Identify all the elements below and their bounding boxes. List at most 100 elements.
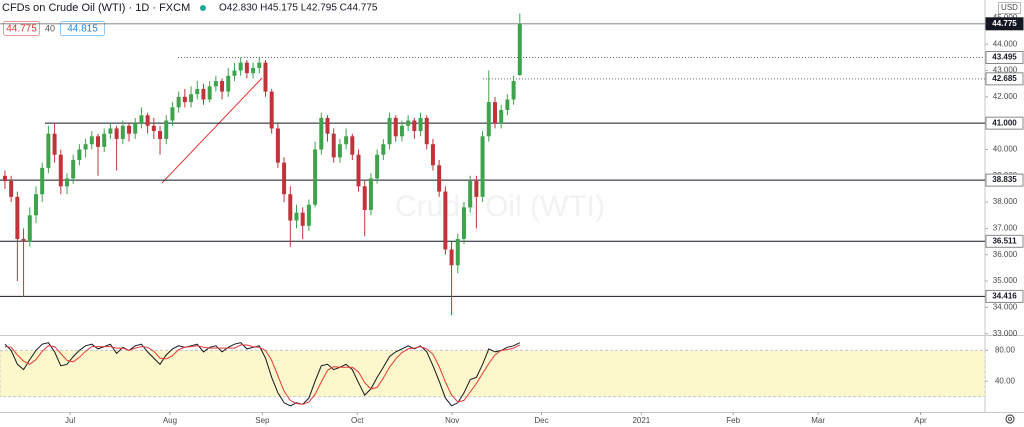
trend-line[interactable] [161,77,263,184]
oscillator-line [4,342,521,407]
candle-body [325,117,330,134]
watermark: Crude Oil (WTI) [395,190,605,223]
spread: 40 [45,23,55,33]
candle-body [9,181,14,197]
level-label-box[interactable] [985,72,1024,86]
level-label-box[interactable] [985,234,1024,248]
candle-body [195,88,200,95]
candle-body [220,81,225,92]
currency: USD [1001,3,1018,12]
ohlc-values: O42.830 H45.175 L42.795 C44.775 [219,3,378,14]
x-tick-label: Dec [534,416,548,425]
candle-body [207,86,212,100]
y-tick-label: 44.000 [993,39,1018,48]
candle-body [337,144,342,158]
candle-body [151,125,156,132]
candle-body [449,249,454,266]
candle-body [164,120,169,139]
candle-body [83,144,88,150]
candle-body [362,186,367,210]
level-label-box[interactable] [985,289,1024,303]
level-label: 38.835 [992,175,1017,184]
candle-body [492,102,497,124]
x-tick-label: Mar [811,416,825,425]
market-status [200,5,206,11]
candle-body [226,75,231,92]
candle-body [238,62,243,71]
y-tick-label: 37.000 [993,224,1018,233]
candle-body [406,120,411,126]
x-tick-label: Oct [351,416,364,425]
candle-body [158,131,163,139]
candle-body [424,117,429,145]
level-label-box[interactable] [985,116,1024,130]
candle-body [306,204,311,226]
candle-body [511,81,516,100]
candle-body [461,207,466,239]
candle-body [21,238,26,242]
candle-body [232,70,237,76]
candle-body [27,215,32,242]
candle-body [96,136,101,147]
candle-body [393,117,398,137]
candle-body [437,165,442,192]
candle-body [77,149,82,160]
candle-body [517,23,522,76]
level-label: 41.000 [992,118,1017,127]
x-tick-label: 2021 [632,416,650,425]
osc-y-tick-label: 40.00 [995,376,1016,385]
y-tick-label: 43.000 [993,66,1018,75]
candle-body [313,149,318,205]
candle-body [257,62,262,68]
y-tick-label: 40.000 [993,145,1018,154]
candle-body [46,133,51,168]
candle-body [133,123,138,134]
x-tick-label: Sep [255,416,270,425]
level-label: 34.416 [992,292,1017,301]
y-tick-label: 35.000 [993,276,1018,285]
candle-body [399,125,404,137]
level-label-box[interactable] [985,173,1024,187]
candle-body [269,91,274,129]
candle-body [89,136,94,145]
settings-icon[interactable] [1005,414,1015,424]
currency-box[interactable] [998,2,1021,14]
candle-body [288,194,293,221]
candle-body [455,238,460,266]
candle-body [418,117,423,132]
candle-body [480,136,485,197]
candle-body [58,154,63,187]
x-tick-label: Jul [65,416,75,425]
candle-body [412,120,417,132]
candle-body [443,191,448,250]
candle-body [108,128,113,134]
sell-button[interactable] [3,21,40,36]
candle-body [182,96,187,103]
candle-body [2,175,7,182]
candle-body [15,196,20,239]
candle-body [344,136,349,145]
y-tick-label: 33.000 [993,329,1018,338]
y-tick-label: 36.000 [993,250,1018,259]
candle-body [170,107,175,121]
candle-body [319,117,324,150]
candle-body [356,154,361,187]
buy-button[interactable] [60,21,105,36]
candle-body [430,144,435,166]
candle-body [505,99,510,110]
candle-body [263,62,268,92]
level-label-box[interactable] [985,17,1024,31]
osc-y-tick-label: 80.00 [995,346,1016,355]
candle-body [350,136,355,155]
candle-body [387,117,392,145]
y-tick-label: 34.000 [993,302,1018,311]
level-label: 43.495 [992,53,1017,62]
candle-body [64,178,69,187]
candle-body [300,212,305,226]
candle-body [468,181,473,208]
candle-body [102,133,107,147]
level-label-box[interactable] [985,51,1024,64]
sell-price[interactable]: 44.775 [6,24,37,35]
